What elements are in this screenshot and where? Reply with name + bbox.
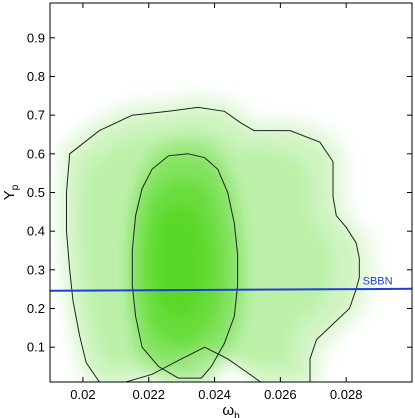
- annotation-label: SBBN: [363, 276, 393, 288]
- y-tick-label: 0.5: [27, 185, 45, 200]
- y-axis-label-sub: p: [10, 184, 21, 190]
- x-tick-label: 0.02: [70, 387, 95, 402]
- y-tick-label: 0.7: [27, 108, 45, 123]
- x-tick-label: 0.022: [132, 387, 165, 402]
- y-tick-label: 0.3: [27, 262, 45, 277]
- x-axis-label-main: ω: [222, 402, 234, 418]
- y-tick-label: 0.1: [27, 340, 45, 355]
- y-tick-label: 0.6: [27, 146, 45, 161]
- y-tick-label: 0.4: [27, 224, 45, 239]
- y-tick-label: 0.8: [27, 69, 45, 84]
- y-axis-label-main: Y: [1, 190, 18, 200]
- y-tick-label: 0.2: [27, 301, 45, 316]
- x-axis: 0.02 0.022 0.024 0.026 0.028: [70, 3, 362, 402]
- annotation-labels: SBBN: [363, 276, 393, 288]
- y-tick-label: 0.9: [27, 30, 45, 45]
- x-tick-label: 0.028: [330, 387, 363, 402]
- x-axis-label-sub: b: [234, 411, 240, 418]
- contours: [66, 106, 360, 382]
- annotation-lines: [50, 287, 412, 292]
- y-axis: 0.1 0.2 0.3 0.4 0.5 0.6 0.7 0.8 0.9: [27, 30, 412, 355]
- x-tick-label: 0.024: [198, 387, 231, 402]
- density-layer: [153, 206, 207, 319]
- x-axis-label: ωb: [222, 402, 240, 418]
- annotation-line: [50, 287, 412, 292]
- contour-outer: [66, 106, 360, 382]
- contour-inner: [131, 153, 239, 379]
- density-map: [55, 92, 378, 382]
- x-tick-label: 0.026: [264, 387, 297, 402]
- y-axis-label: Yp: [1, 184, 21, 200]
